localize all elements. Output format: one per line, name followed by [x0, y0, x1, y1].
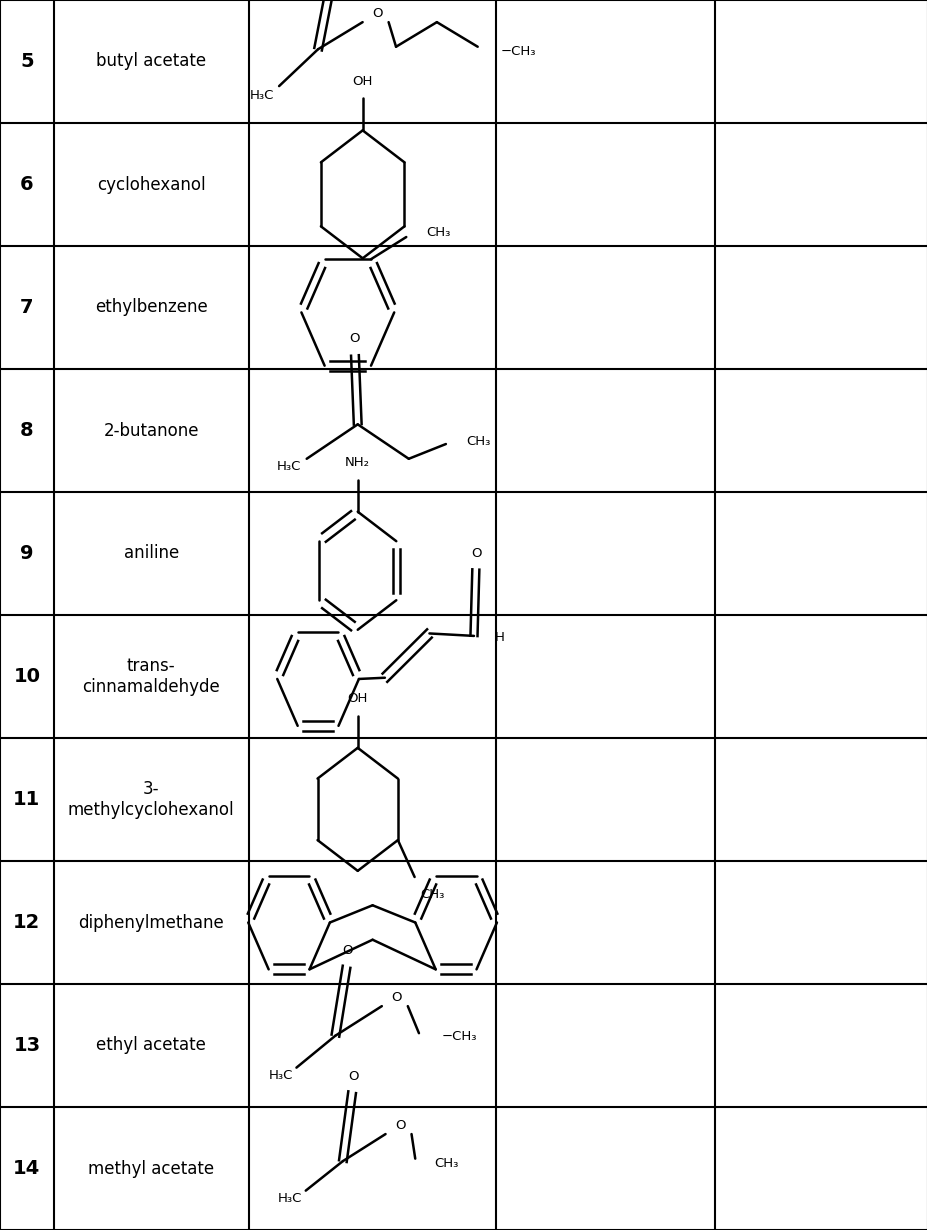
Text: 9: 9	[20, 544, 33, 563]
Text: aniline: aniline	[123, 545, 179, 562]
Text: H₃C: H₃C	[277, 1192, 301, 1204]
Text: O: O	[372, 7, 382, 20]
Text: −CH₃: −CH₃	[440, 1031, 476, 1043]
Text: 6: 6	[20, 175, 33, 194]
Text: 10: 10	[13, 667, 41, 686]
Text: O: O	[391, 991, 401, 1004]
Text: CH₃: CH₃	[433, 1157, 458, 1170]
Text: methyl acetate: methyl acetate	[88, 1160, 214, 1177]
Text: ethylbenzene: ethylbenzene	[95, 299, 208, 316]
Text: butyl acetate: butyl acetate	[96, 53, 206, 70]
Text: CH₃: CH₃	[420, 888, 444, 900]
Text: −CH₃: −CH₃	[501, 46, 536, 58]
Text: 14: 14	[13, 1159, 41, 1178]
Text: diphenylmethane: diphenylmethane	[78, 914, 224, 931]
Text: O: O	[395, 1119, 405, 1132]
Text: OH: OH	[352, 75, 373, 87]
Text: O: O	[471, 547, 481, 560]
Text: 7: 7	[20, 298, 33, 317]
Text: ethyl acetate: ethyl acetate	[96, 1037, 206, 1054]
Text: O: O	[348, 1070, 358, 1082]
Text: 13: 13	[13, 1036, 41, 1055]
Text: OH: OH	[348, 692, 367, 705]
Text: 3-
methylcyclohexanol: 3- methylcyclohexanol	[68, 780, 235, 819]
Text: H₃C: H₃C	[276, 460, 300, 472]
Text: CH₃: CH₃	[465, 435, 490, 448]
Text: 5: 5	[20, 52, 33, 71]
Text: cyclohexanol: cyclohexanol	[96, 176, 206, 193]
Text: O: O	[349, 332, 360, 344]
Text: 8: 8	[20, 421, 33, 440]
Text: 2-butanone: 2-butanone	[104, 422, 198, 439]
Text: 12: 12	[13, 913, 41, 932]
Text: O: O	[342, 945, 352, 957]
Text: H₃C: H₃C	[268, 1069, 292, 1081]
Text: CH₃: CH₃	[426, 225, 451, 239]
Text: 11: 11	[13, 790, 41, 809]
Text: H₃C: H₃C	[249, 90, 274, 102]
Text: H: H	[494, 631, 503, 643]
Text: trans-
cinnamaldehyde: trans- cinnamaldehyde	[83, 657, 220, 696]
Text: NH₂: NH₂	[345, 456, 370, 469]
